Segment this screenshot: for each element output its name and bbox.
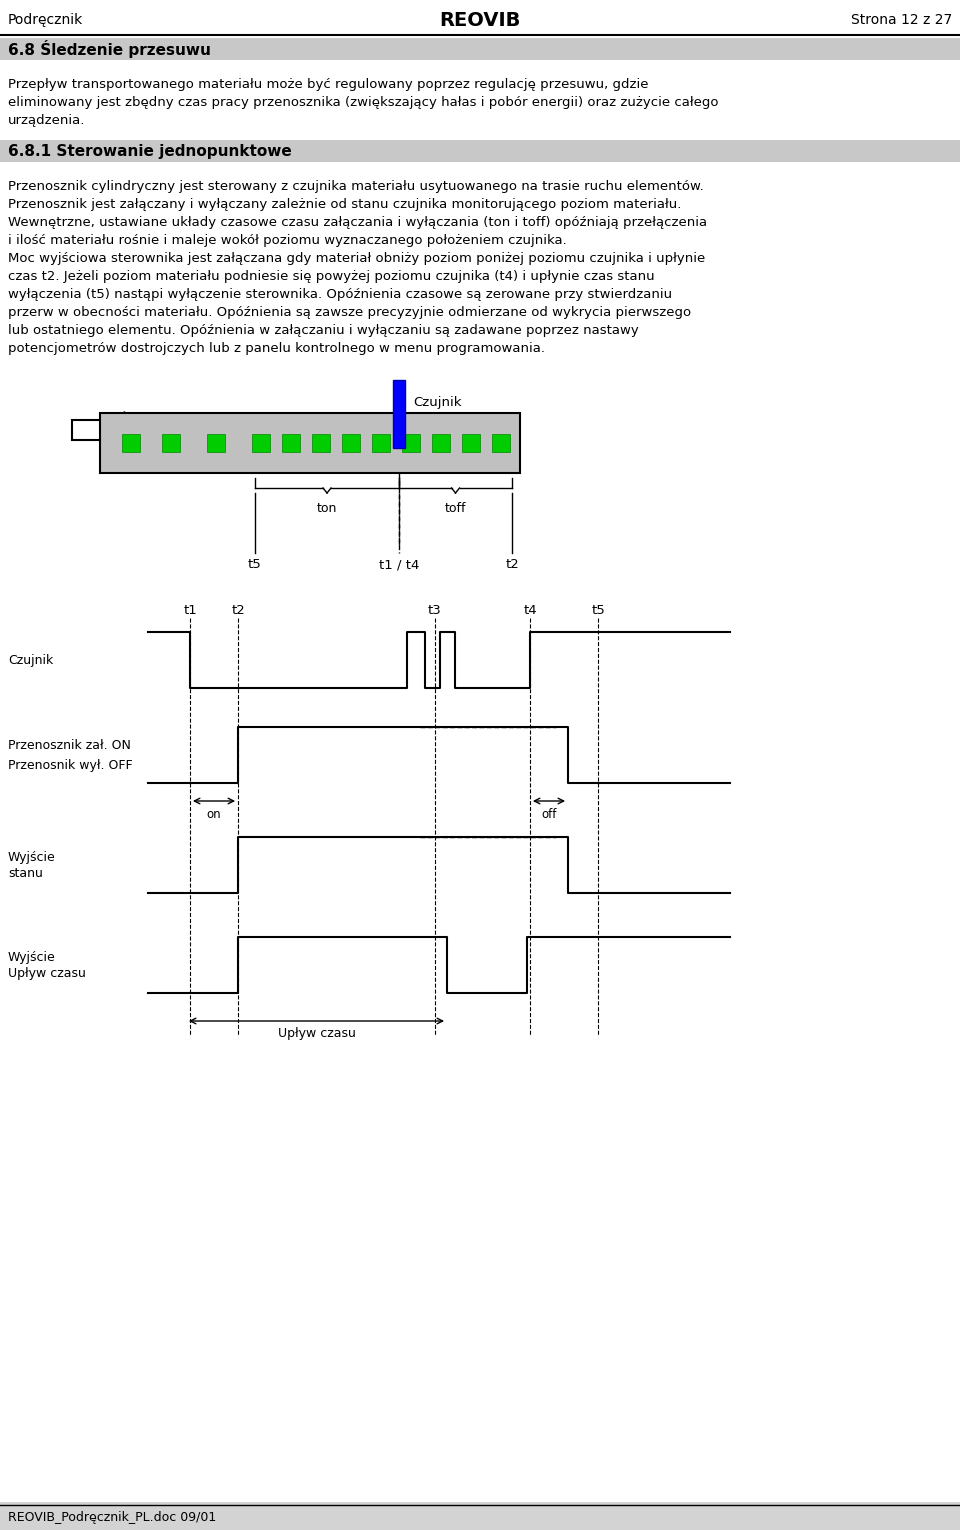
Bar <box>492 435 510 451</box>
Text: Czujnik: Czujnik <box>8 653 53 667</box>
Text: 6.8 Śledzenie przesuwu: 6.8 Śledzenie przesuwu <box>8 40 211 58</box>
Text: t3: t3 <box>428 603 442 617</box>
Text: Wewnętrzne, ustawiane układy czasowe czasu załączania i wyłączania (ton i toff) : Wewnętrzne, ustawiane układy czasowe cza… <box>8 216 708 230</box>
Text: lub ostatniego elementu. Opóźnienia w załączaniu i wyłączaniu są zadawane poprze: lub ostatniego elementu. Opóźnienia w za… <box>8 324 638 337</box>
Text: Upływ czasu: Upływ czasu <box>277 1028 355 1040</box>
Text: Moc wyjściowa sterownika jest załączana gdy materiał obniży poziom poniżej pozio: Moc wyjściowa sterownika jest załączana … <box>8 252 706 265</box>
Bar <box>0 1502 960 1530</box>
Text: Strona 12 z 27: Strona 12 z 27 <box>851 12 952 28</box>
Text: eliminowany jest zbędny czas pracy przenosznika (zwiększający hałas i pobór ener: eliminowany jest zbędny czas pracy przen… <box>8 96 718 109</box>
Text: t1 / t4: t1 / t4 <box>379 558 420 571</box>
Text: t2: t2 <box>505 558 518 571</box>
Text: t1: t1 <box>183 603 197 617</box>
Text: 6.8.1 Sterowanie jednopunktowe: 6.8.1 Sterowanie jednopunktowe <box>8 144 292 159</box>
Polygon shape <box>72 412 144 448</box>
Text: Przepływ transportowanego materiału może być regulowany poprzez regulację przesu: Przepływ transportowanego materiału może… <box>8 78 649 90</box>
Text: Przenosznik zał. ON: Przenosznik zał. ON <box>8 739 131 751</box>
Text: off: off <box>541 808 557 820</box>
Text: Przenosnik wył. OFF: Przenosnik wył. OFF <box>8 759 132 771</box>
Text: t2: t2 <box>231 603 245 617</box>
Bar <box>312 435 330 451</box>
Bar <box>100 413 520 473</box>
Text: urządzenia.: urządzenia. <box>8 115 85 127</box>
Text: toff: toff <box>444 502 467 514</box>
Text: Przenosznik cylindryczny jest sterowany z czujnika materiału usytuowanego na tra: Przenosznik cylindryczny jest sterowany … <box>8 181 704 193</box>
Bar <box>432 435 450 451</box>
Text: wyłączenia (t5) nastąpi wyłączenie sterownika. Opóźnienia czasowe są zerowane pr: wyłączenia (t5) nastąpi wyłączenie stero… <box>8 288 672 301</box>
Text: stanu: stanu <box>8 866 43 880</box>
Bar <box>162 435 180 451</box>
Bar <box>282 435 300 451</box>
Text: przerw w obecności materiału. Opóźnienia są zawsze precyzyjnie odmierzane od wyk: przerw w obecności materiału. Opóźnienia… <box>8 306 691 318</box>
Text: REOVIB_Podręcznik_PL.doc 09/01: REOVIB_Podręcznik_PL.doc 09/01 <box>8 1512 216 1524</box>
Text: i ilość materiału rośnie i maleje wokół poziomu wyznaczanego położeniem czujnika: i ilość materiału rośnie i maleje wokół … <box>8 234 566 246</box>
Text: Wyjście: Wyjście <box>8 851 56 863</box>
Text: on: on <box>206 808 222 820</box>
Text: ton: ton <box>317 502 337 514</box>
Bar <box>0 38 960 60</box>
Bar <box>393 379 405 448</box>
Text: Wyjście: Wyjście <box>8 950 56 964</box>
Text: t5: t5 <box>248 558 262 571</box>
Text: REOVIB: REOVIB <box>440 11 520 29</box>
Text: t5: t5 <box>591 603 605 617</box>
Text: czas t2. Jeżeli poziom materiału podniesie się powyżej poziomu czujnika (t4) i u: czas t2. Jeżeli poziom materiału podnies… <box>8 269 655 283</box>
Bar <box>252 435 270 451</box>
Bar <box>342 435 360 451</box>
Text: potencjometrów dostrojczych lub z panelu kontrolnego w menu programowania.: potencjometrów dostrojczych lub z panelu… <box>8 343 545 355</box>
Bar <box>462 435 480 451</box>
Text: t4: t4 <box>523 603 537 617</box>
Bar <box>0 141 960 162</box>
Bar <box>122 435 140 451</box>
Text: Podręcznik: Podręcznik <box>8 12 84 28</box>
Bar <box>207 435 225 451</box>
Bar <box>402 435 420 451</box>
Text: Czujnik: Czujnik <box>413 395 462 409</box>
Bar <box>372 435 390 451</box>
Text: Upływ czasu: Upływ czasu <box>8 967 85 979</box>
Text: Przenosznik jest załączany i wyłączany zależnie od stanu czujnika monitorującego: Przenosznik jest załączany i wyłączany z… <box>8 197 682 211</box>
